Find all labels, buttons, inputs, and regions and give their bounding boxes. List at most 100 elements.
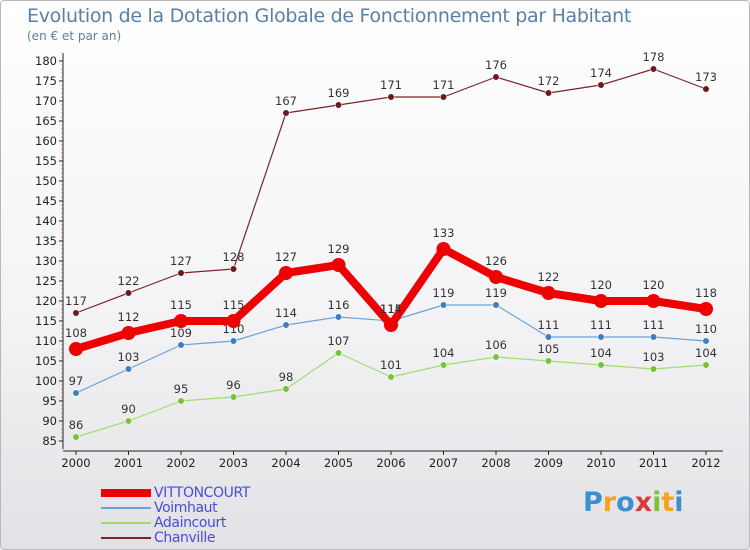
legend-swatch: [101, 507, 151, 509]
data-label-voimhaut: 119: [485, 286, 507, 300]
chart-subtitle: (en € et par an): [27, 29, 122, 43]
x-tick-label: 2011: [639, 456, 668, 470]
data-label-adaincourt: 86: [69, 418, 84, 432]
data-label-adaincourt: 96: [226, 378, 241, 392]
data-label-vittoncourt: 120: [643, 278, 665, 292]
data-label-chanville: 167: [275, 94, 297, 108]
data-label-adaincourt: 104: [433, 346, 455, 360]
data-label-chanville: 176: [485, 58, 507, 72]
data-point-voimhaut: [124, 365, 133, 373]
data-label-chanville: 171: [380, 78, 402, 92]
data-point-voimhaut: [177, 341, 185, 349]
data-label-vittoncourt: 108: [65, 326, 87, 340]
x-tick-label: 2000: [61, 456, 90, 470]
data-point-adaincourt: [177, 397, 185, 405]
y-tick-label: 95: [42, 394, 57, 408]
logo-letter: t: [661, 487, 675, 518]
data-point-chanville: [439, 93, 448, 101]
data-label-adaincourt: 104: [695, 346, 717, 360]
data-label-voimhaut: 109: [170, 326, 192, 340]
data-point-adaincourt: [282, 385, 290, 393]
data-label-chanville: 127: [170, 254, 192, 268]
data-point-voimhaut: [439, 301, 448, 309]
y-tick-label: 110: [35, 334, 57, 348]
data-label-voimhaut: 119: [433, 286, 455, 300]
data-point-vittoncourt: [331, 258, 346, 272]
data-label-adaincourt: 101: [380, 358, 402, 372]
data-label-chanville: 117: [65, 294, 87, 308]
logo-letter: P: [583, 487, 603, 518]
data-point-adaincourt: [387, 373, 395, 381]
data-label-vittoncourt: 126: [485, 254, 507, 268]
data-point-vittoncourt: [174, 314, 188, 328]
data-point-voimhaut: [492, 301, 500, 309]
data-label-voimhaut: 111: [643, 318, 665, 332]
data-point-voimhaut: [702, 337, 710, 345]
logo-letter: i: [652, 487, 662, 518]
data-label-vittoncourt: 118: [695, 286, 717, 300]
data-point-adaincourt: [702, 361, 710, 369]
data-label-voimhaut: 110: [223, 322, 245, 336]
data-point-voimhaut: [282, 321, 290, 329]
y-tick-label: 130: [35, 254, 57, 268]
data-label-adaincourt: 98: [279, 370, 294, 384]
y-tick-label: 135: [35, 234, 57, 248]
y-tick-label: 155: [35, 154, 57, 168]
data-point-adaincourt: [649, 365, 658, 373]
logo-letter: x: [634, 487, 653, 518]
y-tick-label: 165: [35, 114, 57, 128]
data-label-vittoncourt: 133: [433, 226, 455, 240]
series-line-chanville: [75, 68, 707, 314]
x-tick-label: 2006: [376, 456, 405, 470]
x-tick-label: 2009: [534, 456, 563, 470]
y-tick-label: 140: [35, 214, 57, 228]
data-point-chanville: [544, 89, 553, 97]
data-point-chanville: [702, 85, 710, 93]
x-tick-label: 2003: [219, 456, 248, 470]
data-point-voimhaut: [229, 337, 238, 345]
data-point-chanville: [492, 73, 500, 81]
data-point-adaincourt: [439, 361, 448, 369]
x-tick-label: 2010: [586, 456, 615, 470]
data-label-chanville: 171: [433, 78, 455, 92]
data-point-vittoncourt: [121, 326, 136, 340]
data-point-chanville: [124, 289, 133, 297]
data-label-chanville: 178: [643, 50, 665, 64]
x-tick-label: 2012: [691, 456, 720, 470]
data-label-vittoncourt: 127: [275, 250, 297, 264]
data-point-chanville: [649, 65, 658, 73]
data-point-chanville: [334, 101, 343, 109]
data-point-chanville: [282, 109, 290, 117]
data-label-vittoncourt: 115: [223, 298, 245, 312]
data-point-adaincourt: [334, 349, 343, 357]
y-tick-label: 100: [35, 374, 57, 388]
data-label-voimhaut: 103: [118, 350, 140, 364]
data-point-vittoncourt: [69, 342, 83, 356]
data-point-chanville: [387, 93, 395, 101]
y-tick-label: 175: [35, 74, 57, 88]
data-point-adaincourt: [124, 417, 133, 425]
y-tick-label: 120: [35, 294, 57, 308]
data-point-adaincourt: [544, 357, 553, 365]
data-point-vittoncourt: [436, 242, 451, 256]
data-label-adaincourt: 105: [538, 342, 560, 356]
data-label-voimhaut: 97: [69, 374, 84, 388]
x-tick-label: 2001: [114, 456, 143, 470]
data-label-chanville: 172: [538, 74, 560, 88]
data-label-voimhaut: 111: [590, 318, 612, 332]
data-point-chanville: [229, 265, 238, 273]
legend-swatch: [101, 537, 151, 539]
data-point-vittoncourt: [489, 270, 503, 284]
data-label-voimhaut: 110: [695, 322, 717, 336]
data-point-chanville: [597, 81, 605, 89]
data-point-chanville: [72, 309, 80, 317]
data-point-voimhaut: [597, 333, 605, 341]
logo-letter: i: [674, 487, 684, 518]
data-label-chanville: 128: [223, 250, 245, 264]
chart-title: Evolution de la Dotation Globale de Fonc…: [27, 5, 632, 27]
y-tick-label: 145: [35, 194, 57, 208]
logo-letter: r: [602, 487, 617, 518]
data-point-vittoncourt: [594, 294, 608, 308]
y-tick-label: 150: [35, 174, 57, 188]
